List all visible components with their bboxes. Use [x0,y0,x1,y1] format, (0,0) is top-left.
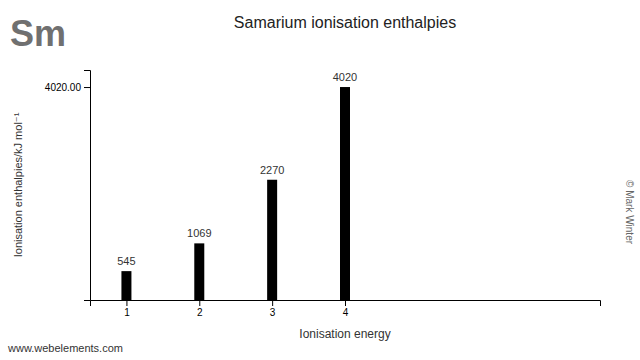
data-labels: 545 1069 2270 4020 [117,71,357,267]
website: www.webelements.com [7,342,123,354]
data-label: 1069 [187,227,211,239]
x-axis: 1 2 3 4 [91,300,601,318]
tick-mark [345,300,346,306]
y-axis: 4020.00 [45,71,91,301]
element-symbol: Sm [10,13,66,54]
chart: 1 2 3 4 4020.00 545 1069 2270 4020 Samarium ionis… [0,0,640,360]
tick: 4020.00 [45,82,90,93]
tick: 3 [270,300,276,318]
y-axis-label: Ionisation enthalpies/kJ mol⁻¹ [12,112,24,257]
bar [267,180,277,300]
tick: 4 [343,300,349,318]
x-axis-label: Ionisation energy [299,327,390,341]
copyright: © Mark Winter [624,180,635,245]
axis-line [84,71,91,301]
plot: 1 2 3 4 4020.00 545 1069 2270 4020 [45,71,601,319]
data-label: 4020 [333,71,357,83]
tick-mark [84,87,90,88]
title: Samarium ionisation enthalpies [234,14,456,31]
tick-label: 2 [197,307,203,318]
data-label: 2270 [260,164,284,176]
bars [121,87,350,300]
tick: 1 [124,300,130,318]
tick-label: 4 [343,307,349,318]
tick-label: 1 [124,307,130,318]
tick: 2 [197,300,203,318]
tick-label: 3 [270,307,276,318]
data-label: 545 [117,255,135,267]
bar [121,271,131,300]
axis-line [91,301,601,307]
bar [340,87,350,300]
tick-label: 4020.00 [45,82,82,93]
bar [194,243,204,300]
tick-mark [126,300,127,306]
tick-mark [199,300,200,306]
tick-mark [272,300,273,306]
